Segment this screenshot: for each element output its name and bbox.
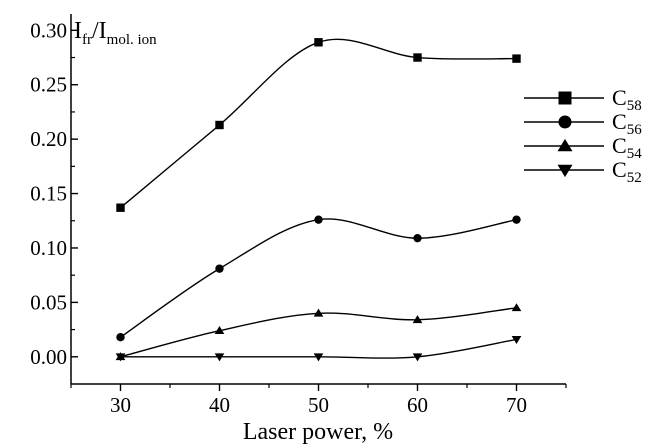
y-axis-title-slash: /: [92, 18, 99, 44]
y-axis-title-sub1: fr: [82, 32, 92, 48]
data-point: [412, 315, 423, 324]
y-axis-title: Ifr/Imol. ion: [74, 18, 157, 48]
data-point: [412, 353, 423, 362]
data-point: [512, 54, 521, 63]
legend-label: C52: [612, 157, 642, 186]
legend-label: C56: [612, 109, 642, 138]
legend-label-base: C: [612, 157, 627, 182]
x-tick-label: 70: [506, 393, 527, 417]
y-tick-label: 0.00: [30, 345, 67, 369]
y-axis-title-i2: I: [99, 18, 107, 44]
series-line: [120, 218, 517, 338]
y-tick-label: 0.20: [30, 127, 67, 151]
series-triangle-up: [115, 303, 522, 361]
y-tick-label: 0.10: [30, 236, 67, 260]
series-square: [116, 38, 521, 212]
data-point: [512, 215, 521, 224]
x-tick-label: 60: [407, 393, 428, 417]
legend-label-sub: 56: [627, 122, 643, 138]
data-point: [214, 353, 225, 362]
x-ticks: 30 40 50 60 70: [70, 384, 567, 417]
legend-marker: [558, 115, 572, 129]
series-line: [120, 38, 517, 209]
data-point: [115, 353, 126, 362]
y-tick-label: 0.30: [30, 18, 67, 42]
data-point: [215, 264, 224, 273]
data-point: [116, 203, 125, 212]
data-point: [413, 233, 422, 243]
legend-label-sub: 58: [627, 98, 642, 114]
y-axis-title-i1: I: [74, 18, 82, 44]
y-axis-title-sub2: mol. ion: [107, 32, 158, 48]
legend-label-base: C: [612, 109, 627, 134]
legend-marker: [557, 138, 573, 152]
legend-label-sub: 52: [627, 170, 642, 186]
legend-label: C58: [612, 85, 642, 114]
data-point: [511, 303, 522, 312]
data-point: [215, 120, 224, 130]
data-point: [314, 215, 323, 224]
y-tick-label: 0.15: [30, 182, 67, 206]
legend-label: C54: [612, 133, 642, 162]
x-tick-label: 40: [209, 393, 230, 417]
data-point: [313, 353, 324, 362]
data-point: [313, 308, 324, 317]
data-point: [314, 38, 323, 47]
legend-label-sub: 54: [627, 146, 643, 162]
legend-marker: [557, 164, 573, 178]
data-point: [214, 326, 225, 335]
series-group: [115, 38, 522, 362]
axes: [70, 14, 566, 385]
data-point: [511, 336, 522, 345]
data-point: [116, 333, 125, 342]
x-tick-label: 30: [110, 393, 131, 417]
y-tick-label: 0.25: [30, 73, 67, 97]
y-ticks: 0.00 0.05 0.10 0.15 0.20 0.25 0.30: [30, 18, 78, 369]
legend-label-base: C: [612, 133, 627, 158]
legend-label-base: C: [612, 85, 627, 110]
legend-marker: [558, 91, 572, 105]
x-axis-title: Laser power, %: [243, 419, 393, 445]
x-tick-label: 50: [308, 393, 329, 417]
y-tick-label: 0.05: [30, 290, 67, 314]
data-point: [413, 53, 422, 62]
series-triangle-down: [115, 336, 522, 362]
series-circle: [116, 215, 521, 342]
